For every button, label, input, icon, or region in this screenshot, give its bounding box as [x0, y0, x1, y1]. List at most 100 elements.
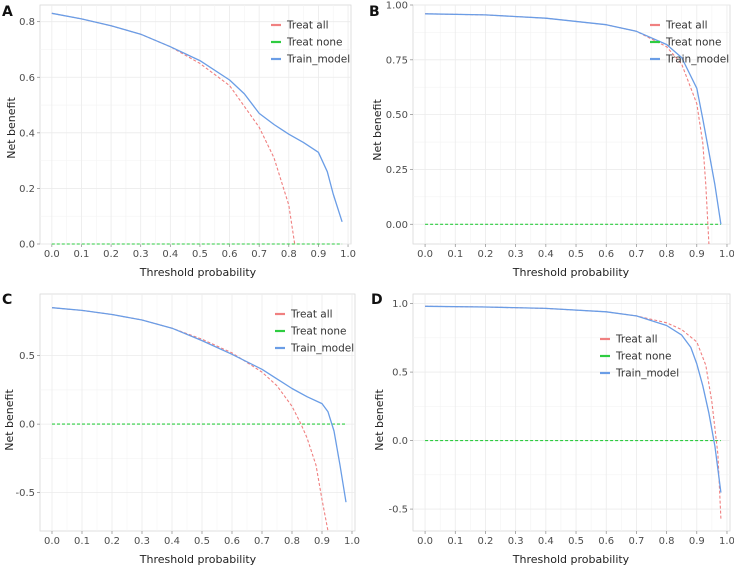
x-tick-label: 0.9	[310, 249, 326, 260]
x-tick-label: 0.3	[133, 249, 149, 260]
series-line-train-model	[51, 307, 347, 503]
legend-label: Train_model	[615, 368, 679, 380]
x-tick-label: 0.1	[447, 249, 463, 260]
y-tick-label: 0.00	[386, 220, 408, 231]
plot-area	[39, 293, 356, 532]
x-tick-label: 0.5	[194, 536, 210, 547]
x-tick-label: 1.0	[719, 536, 734, 547]
x-axis-label: Threshold probability	[139, 266, 257, 279]
panel-label: D	[371, 292, 383, 308]
plot-area	[412, 293, 731, 532]
panel-label: C	[2, 292, 12, 308]
legend-label: Treat none	[290, 326, 347, 338]
x-tick-label: 0.3	[134, 536, 150, 547]
x-tick-label: 0.4	[162, 249, 178, 260]
x-tick-label: 0.8	[659, 536, 675, 547]
plot-area	[412, 4, 731, 245]
legend: Treat all Treat none Train_model	[275, 309, 354, 355]
x-tick-label: 0.3	[508, 249, 524, 260]
y-tick-label: 0.50	[386, 110, 408, 121]
x-tick-label: 1.0	[340, 249, 356, 260]
y-tick-label: 0.0	[392, 436, 408, 447]
y-tick-label: 1.00	[386, 1, 408, 12]
y-tick-label: 0.0	[19, 420, 35, 431]
legend-label: Treat none	[286, 37, 343, 49]
y-axis-label: Net benefit	[373, 389, 386, 451]
x-tick-label: 0.6	[598, 536, 614, 547]
x-tick-label: 0.4	[538, 536, 554, 547]
x-tick-label: 0.2	[478, 536, 494, 547]
legend: Treat all Treat none Train_model	[271, 20, 350, 66]
x-tick-label: 0.1	[447, 536, 463, 547]
x-tick-label: 0.2	[103, 249, 119, 260]
legend-label: Train_model	[290, 343, 354, 355]
x-tick-label: 0.6	[224, 536, 240, 547]
x-tick-label: 0.2	[104, 536, 120, 547]
x-tick-label: 0.1	[74, 536, 90, 547]
legend: Treat all Treat none Train_model	[650, 20, 729, 66]
x-axis-label: Threshold probability	[512, 266, 630, 279]
x-tick-label: 0.5	[568, 249, 584, 260]
y-axis-label: Net benefit	[371, 99, 384, 161]
legend-label: Treat all	[615, 334, 658, 346]
x-tick-label: 0.8	[659, 249, 675, 260]
y-tick-label: -0.5	[15, 488, 35, 499]
x-tick-label: 0.9	[689, 536, 705, 547]
y-tick-label: 0.0	[19, 240, 35, 251]
series-line-train-model	[425, 13, 722, 225]
legend-label: Train_model	[286, 54, 350, 66]
x-tick-label: 0.2	[478, 249, 494, 260]
legend-label: Train_model	[665, 54, 729, 66]
x-tick-label: 0.0	[44, 536, 60, 547]
legend-label: Treat all	[286, 20, 329, 32]
x-tick-label: 1.0	[344, 536, 360, 547]
plot-area	[39, 4, 352, 245]
y-tick-label: 0.2	[19, 184, 35, 195]
x-axis-label: Threshold probability	[512, 553, 630, 566]
x-tick-label: 0.8	[284, 536, 300, 547]
x-tick-label: 0.7	[254, 536, 270, 547]
x-axis-label: Threshold probability	[139, 553, 257, 566]
x-tick-label: 0.7	[628, 249, 644, 260]
series-line-train-model	[51, 12, 343, 222]
x-tick-label: 0.0	[44, 249, 60, 260]
y-axis-label: Net benefit	[3, 389, 16, 451]
x-tick-label: 0.5	[192, 249, 208, 260]
panel-b: B 0.0 0.1 0.2 0.3 0.4 0.5 0.6 0.7 0.8 0.9 1.0 0.00 0…	[369, 1, 734, 280]
x-tick-label: 0.7	[628, 536, 644, 547]
legend-label: Treat none	[615, 351, 672, 363]
panel-label: A	[2, 4, 13, 20]
x-tick-label: 0.4	[164, 536, 180, 547]
legend: Treat all Treat none Train_model	[600, 334, 679, 380]
panel-label: B	[369, 4, 380, 20]
legend-label: Treat none	[665, 37, 722, 49]
x-tick-label: 0.9	[689, 249, 705, 260]
x-tick-label: 0.9	[314, 536, 330, 547]
x-tick-label: 0.1	[74, 249, 90, 260]
y-tick-label: 0.4	[19, 128, 35, 139]
y-tick-label: 0.6	[19, 73, 35, 84]
panel-d: D 0.0 0.1 0.2 0.3 0.4 0.5 0.6 0.7 0.8 0.9 1.0 -0.5 0…	[371, 292, 734, 566]
x-tick-label: 0.5	[568, 536, 584, 547]
y-tick-label: 0.8	[19, 17, 35, 28]
legend-label: Treat all	[290, 309, 333, 321]
y-tick-label: 1.0	[392, 299, 408, 310]
x-tick-label: 0.0	[417, 536, 433, 547]
x-tick-label: 0.6	[222, 249, 238, 260]
x-tick-label: 0.7	[251, 249, 267, 260]
y-tick-label: 0.75	[386, 55, 408, 66]
y-tick-label: 0.5	[392, 368, 408, 379]
y-tick-label: -0.5	[388, 505, 408, 516]
panel-c: C 0.0 0.1 0.2 0.3 0.4 0.5 0.6 0.7 0.8 0.9 1.0 -0.5 0…	[2, 292, 360, 566]
y-tick-label: 0.25	[386, 165, 408, 176]
panel-a: A 0.0 0.1 0.2 0.3 0.4 0.5 0.6 0.7 0.8 0.9 1.0 0.0 0.…	[2, 4, 356, 279]
x-tick-label: 1.0	[719, 249, 734, 260]
x-tick-label: 0.0	[417, 249, 433, 260]
legend-label: Treat all	[665, 20, 708, 32]
y-axis-label: Net benefit	[5, 97, 18, 159]
x-tick-label: 0.4	[538, 249, 554, 260]
x-tick-label: 0.8	[281, 249, 297, 260]
series-line-train-model	[425, 305, 722, 493]
y-tick-label: 0.5	[19, 351, 35, 362]
